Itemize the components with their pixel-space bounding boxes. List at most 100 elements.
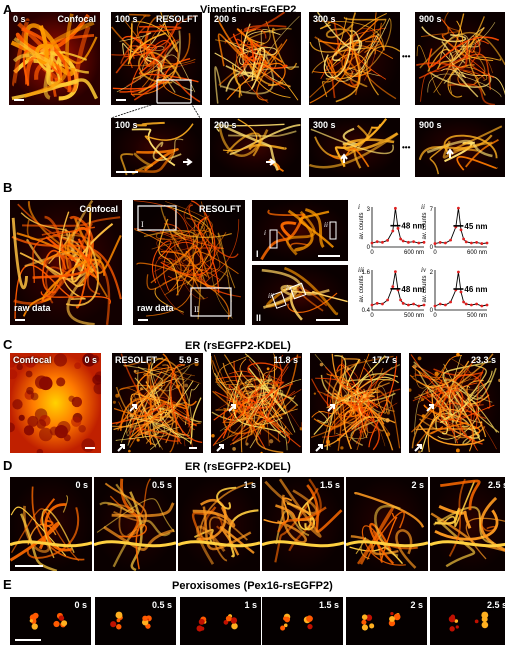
data-point xyxy=(475,302,478,306)
scale-bar xyxy=(318,255,340,257)
data-point xyxy=(394,270,397,274)
time-label: 2.5 s xyxy=(487,480,505,490)
peroxisome-image-5: 2.5 s xyxy=(430,597,505,645)
y-axis-label: av. counts xyxy=(359,276,365,303)
roi-box-II xyxy=(190,287,232,317)
resolft-label: RESOLFT xyxy=(115,355,157,365)
peroxisome-image-0: 0 s xyxy=(10,597,91,645)
data-point xyxy=(386,238,389,242)
roi-label: II xyxy=(194,305,200,314)
data-point xyxy=(422,240,426,244)
x-tick-label: 0 xyxy=(433,250,437,256)
line-profile-label: iii xyxy=(268,292,274,300)
vimentin-image-1: 100 s RESOLFT xyxy=(111,12,202,105)
inset-label: II xyxy=(256,313,262,323)
data-point xyxy=(370,303,374,307)
data-point xyxy=(399,237,402,241)
scale-bar xyxy=(14,99,24,101)
time-label: 100 s xyxy=(115,120,138,130)
panel-letter-a: A xyxy=(3,2,13,17)
vimentin-image-4: 900 s xyxy=(415,12,505,105)
data-point xyxy=(475,241,478,244)
data-point xyxy=(433,304,437,308)
data-point xyxy=(407,303,410,307)
time-label: 2 s xyxy=(411,480,424,490)
time-label: 1.5 s xyxy=(318,600,339,610)
line-profile-plot-iv: 46 nm 0 2 0 500 nm av. counts iv xyxy=(421,266,489,319)
y-tick-label: 3 xyxy=(367,207,371,213)
data-point xyxy=(485,303,489,307)
scale-bar xyxy=(15,639,41,641)
data-point xyxy=(457,206,460,210)
confocal-label: Confocal xyxy=(57,14,96,24)
plot-sub-label: ii xyxy=(421,203,425,211)
er-image-3: 17.7 s xyxy=(310,353,401,453)
er-timelapse-image-5: 2.5 s xyxy=(430,477,505,571)
vimentin-image-0: 0 s Confocal xyxy=(9,12,100,105)
data-point xyxy=(433,242,437,245)
data-point xyxy=(417,241,421,245)
plot-axes xyxy=(434,207,487,248)
er-timelapse-image-3: 1.5 s xyxy=(262,477,344,571)
data-point xyxy=(381,240,384,244)
roi-box-I xyxy=(137,205,177,231)
panel-letter-c: C xyxy=(3,337,13,352)
data-point xyxy=(444,303,447,307)
data-point xyxy=(464,302,468,306)
data-point xyxy=(412,302,415,306)
x-tick-label: 600 nm xyxy=(404,250,424,256)
time-label: 900 s xyxy=(419,120,442,130)
data-point xyxy=(449,300,452,304)
data-point xyxy=(480,242,484,245)
vimentin-image-3: 300 s xyxy=(309,12,400,105)
time-label: 1 s xyxy=(243,480,256,490)
peroxisome-image-2: 1 s xyxy=(180,597,261,645)
y-axis-label: av. counts xyxy=(422,213,428,240)
plot-sub-label: iv xyxy=(421,266,427,274)
time-label: 1 s xyxy=(244,600,257,610)
plot-sub-label: i xyxy=(358,203,360,211)
x-tick-label: 0 xyxy=(370,313,374,319)
data-point xyxy=(470,241,473,245)
er-timelapse-image-1: 0.5 s xyxy=(94,477,176,571)
inset-II-image: iii iv II xyxy=(252,265,348,325)
data-point xyxy=(470,303,473,307)
y-tick-label: 1.6 xyxy=(362,270,371,276)
er-timelapse-image-2: 1 s xyxy=(178,477,260,571)
time-label: 23.3 s xyxy=(470,355,496,365)
scale-bar xyxy=(116,99,126,101)
data-point xyxy=(386,298,389,302)
er-timelapse-image-4: 2 s xyxy=(346,477,428,571)
time-label: 1.5 s xyxy=(319,480,340,490)
ellipsis: ••• xyxy=(402,52,411,61)
scale-bar xyxy=(316,319,340,321)
time-label: 2.5 s xyxy=(486,600,505,610)
y-axis-label: av. counts xyxy=(359,213,365,240)
data-point xyxy=(422,303,426,307)
x-tick-label: 500 nm xyxy=(467,313,487,319)
er-image-4: 23.3 s xyxy=(409,353,500,453)
data-point xyxy=(459,290,463,294)
resolft-label: RESOLFT xyxy=(156,14,198,24)
scale-bar xyxy=(15,319,25,321)
scale-bar xyxy=(138,319,148,321)
scale-bar xyxy=(15,565,43,567)
fwhm-label: 48 nm xyxy=(401,285,424,294)
raw-data-label: raw data xyxy=(14,303,51,313)
time-label: 2 s xyxy=(410,600,423,610)
panel-e-title: Peroxisomes (Pex16-rsEGFP2) xyxy=(172,580,333,592)
data-point xyxy=(457,270,460,274)
data-point xyxy=(401,301,405,305)
zoom-roi-box xyxy=(156,79,192,104)
data-point xyxy=(417,304,421,308)
x-tick-label: 0 xyxy=(370,250,374,256)
inset-label: I xyxy=(256,249,259,259)
resolft-label: RESOLFT xyxy=(199,204,241,214)
y-axis-label: av. counts xyxy=(422,276,428,303)
x-tick-label: 600 nm xyxy=(467,250,487,256)
fwhm-label: 45 nm xyxy=(464,222,487,231)
confocal-label: Confocal xyxy=(79,204,118,214)
scale-bar xyxy=(85,447,95,449)
time-label: 300 s xyxy=(313,14,336,24)
line-profile-plot-i: 48 nm 0 3 0 600 nm av. counts i xyxy=(358,203,426,256)
